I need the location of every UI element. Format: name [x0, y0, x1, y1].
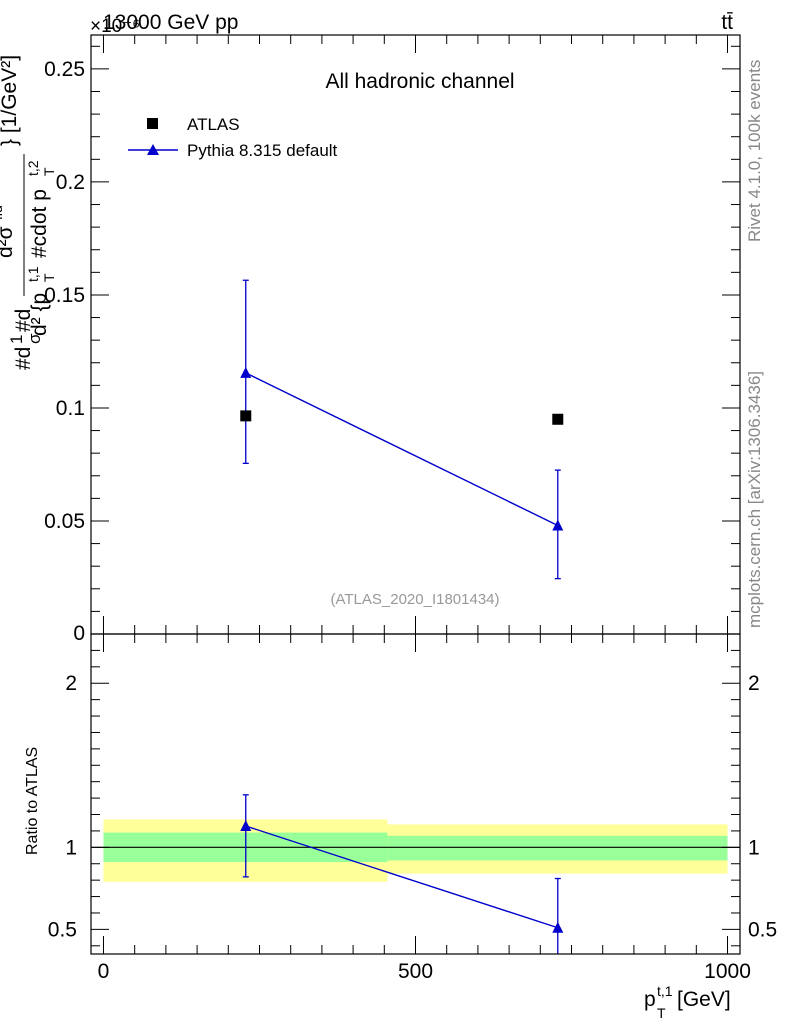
ylabel-den5: t,2 [25, 160, 41, 176]
ylabel-den: d² {p [28, 293, 51, 336]
ratio-xlabel: p t,1 T [GeV] [644, 983, 731, 1021]
xlabel-sup: t,1 [657, 983, 673, 999]
atlas-point [240, 410, 252, 422]
legend-atlas-label: ATLAS [187, 115, 240, 134]
rivet-label: Rivet 4.1.0, 100k events [745, 60, 764, 242]
ratio-ytick-label-right: 2 [748, 672, 760, 695]
main-ticks: 0.05 0.1 0.15 0.2 0.25 0 [44, 35, 740, 645]
main-ytick-label: 0.1 [56, 397, 85, 420]
ratio-ylabel: Ratio to ATLAS [24, 747, 41, 855]
legend-atlas-marker [147, 118, 158, 129]
exponent-label: ×10⁻⁶ [90, 16, 140, 37]
xlabel-sub: T [657, 1005, 666, 1021]
ratio-xtick-label: 1000 [704, 960, 751, 983]
ylabel-den2: t,1 [25, 266, 41, 282]
pythia-point [552, 519, 564, 531]
xlabel-unit: [GeV] [677, 988, 731, 1011]
ratio-pythia-line [245, 825, 558, 929]
ylabel-den6: T [41, 167, 57, 176]
ylabel-unit: } [1/GeV²] [0, 55, 21, 146]
process-label: tt̄ [721, 11, 733, 34]
ratio-band-green [387, 835, 728, 861]
atlas-point [552, 413, 564, 425]
ratio-ticks: 0.5 0.5 1 1 2 2 0 500 1000 [48, 634, 777, 983]
ratio-ytick-label: 0.5 [48, 918, 77, 941]
main-ytick-label: 0.15 [44, 284, 85, 307]
xlabel-base: p [644, 988, 656, 1011]
ratio-frame [90, 633, 741, 955]
main-ytick-label: 0.05 [44, 510, 85, 533]
ratio-pythia-point [240, 820, 252, 831]
ratio-pythia-point [552, 921, 564, 933]
ylabel-part4: #d [12, 309, 35, 332]
ratio-ytick-label: 1 [65, 836, 77, 859]
ylabel-part2: 1 [7, 335, 26, 344]
ratio-xtick-label: 500 [398, 960, 433, 983]
legend-pythia-label: Pythia 8.315 default [187, 141, 338, 160]
ylabel-part1: #d [12, 347, 35, 370]
ylabel-part3: σ [25, 333, 44, 344]
ratio-xtick-label: 0 [98, 960, 110, 983]
ratio-bands [91, 819, 740, 882]
legend-pythia-marker [147, 144, 159, 155]
main-ylabel: #d 1 σ #d d²σ fid d² {p t,1 T #cdot p t,… [0, 55, 57, 370]
ratio-marks [240, 794, 564, 954]
main-marks [240, 279, 564, 580]
ratio-panel: 0.5 0.5 1 1 2 2 0 500 1000 Ratio to ATLAS p t,1 … [24, 633, 777, 1021]
ylabel-den3: T [41, 273, 57, 282]
pythia-point [240, 366, 252, 378]
ylabel-num: d²σ [0, 226, 17, 258]
main-panel: 0.05 0.1 0.15 0.2 0.25 0 All hadronic channel… [0, 34, 741, 645]
ratio-ytick-label-right: 1 [748, 836, 760, 859]
panel-title: All hadronic channel [325, 70, 514, 93]
collision-label: 13000 GeV pp [103, 11, 238, 34]
main-ytick-label: 0.2 [56, 171, 85, 194]
ylabel-den4: #cdot p [28, 189, 51, 258]
main-ytick-zero-label: 0 [73, 622, 85, 645]
ratio-ytick-label-right: 0.5 [748, 918, 777, 941]
main-ytick-label: 0.25 [44, 58, 85, 81]
mcplots-label: mcplots.cern.ch [arXiv:1306.3436] [745, 371, 764, 628]
ratio-ytick-label: 2 [65, 672, 77, 695]
ylabel-num-sup: fid [0, 205, 5, 220]
legend: ATLAS Pythia 8.315 default [128, 115, 338, 160]
analysis-label: (ATLAS_2020_I1801434) [330, 591, 499, 608]
pythia-line [245, 372, 559, 527]
